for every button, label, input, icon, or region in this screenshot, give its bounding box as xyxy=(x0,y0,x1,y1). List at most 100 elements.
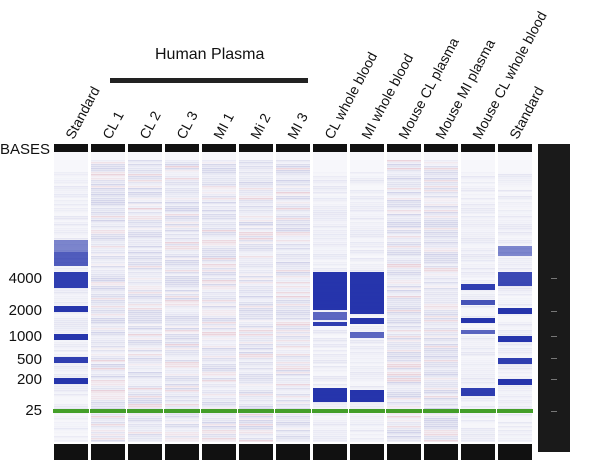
lane-smear xyxy=(461,254,495,256)
lane-smear xyxy=(54,210,88,212)
lane-smear xyxy=(313,248,347,250)
lane-smear xyxy=(424,330,458,332)
lane-smear xyxy=(91,296,125,298)
lane-smear xyxy=(128,222,162,224)
lane-smear xyxy=(202,374,236,376)
lane-smear xyxy=(128,348,162,350)
lane-smear xyxy=(91,178,125,180)
lane-smear xyxy=(461,246,495,248)
lane-band xyxy=(350,332,384,338)
lane-smear xyxy=(91,192,125,194)
lane-smear xyxy=(424,198,458,200)
lane-smear xyxy=(165,210,199,212)
lane-smear xyxy=(276,380,310,382)
lane-smear xyxy=(424,182,458,184)
lane-smear xyxy=(276,312,310,314)
lane-smear xyxy=(424,286,458,288)
lane-smear xyxy=(350,354,384,356)
lane-smear xyxy=(461,180,495,182)
lane-smear xyxy=(498,234,532,236)
lane-smear xyxy=(202,254,236,256)
lane-smear xyxy=(313,180,347,182)
lane-smear xyxy=(54,430,88,432)
marker-line-25 xyxy=(497,409,533,413)
lane-smear xyxy=(91,312,125,314)
lane-smear xyxy=(498,304,532,306)
lane-smear xyxy=(276,210,310,212)
lane-smear xyxy=(387,284,421,286)
lane-smear xyxy=(387,182,421,184)
lane-smear xyxy=(54,388,88,390)
lane-smear xyxy=(350,432,384,434)
lane-smear xyxy=(313,232,347,234)
lane-smear xyxy=(313,204,347,206)
lane-smear xyxy=(239,302,273,304)
lane-smear xyxy=(91,326,125,328)
lane-smear xyxy=(276,346,310,348)
lane-smear xyxy=(350,234,384,236)
lane-smear xyxy=(239,380,273,382)
lane-smear xyxy=(54,340,88,342)
lane-smear xyxy=(128,352,162,354)
lane-smear xyxy=(461,226,495,228)
lane-smear xyxy=(128,420,162,422)
lane-smear xyxy=(276,202,310,204)
size-marker-500: 500 xyxy=(16,351,42,368)
lane-smear xyxy=(498,346,532,348)
lane-smear xyxy=(202,416,236,418)
lane-smear xyxy=(239,252,273,254)
lane-smear xyxy=(461,312,495,314)
lane-smear xyxy=(239,438,273,440)
lane-band xyxy=(54,252,88,266)
lane-smear xyxy=(276,238,310,240)
lane-smear xyxy=(91,322,125,324)
lane-smear xyxy=(313,202,347,204)
lane-smear xyxy=(424,368,458,370)
lane-smear xyxy=(165,320,199,322)
lane-smear xyxy=(350,254,384,256)
lane-smear xyxy=(276,234,310,236)
lane-band xyxy=(54,334,88,340)
lane-smear xyxy=(461,184,495,186)
lane-smear xyxy=(313,416,347,418)
lane-smear xyxy=(165,406,199,408)
lane-smear xyxy=(461,370,495,372)
lane-smear xyxy=(498,438,532,440)
lane-smear xyxy=(387,386,421,388)
lane-smear xyxy=(54,414,88,416)
lane-smear xyxy=(239,190,273,192)
lane-footer-block xyxy=(239,444,273,460)
lane-smear xyxy=(128,310,162,312)
lane-smear xyxy=(54,288,88,290)
lane-smear xyxy=(461,316,495,318)
lane-smear xyxy=(202,286,236,288)
lane-smear xyxy=(128,234,162,236)
lane-smear xyxy=(202,320,236,322)
lane-footer-block xyxy=(424,444,458,460)
lane-smear xyxy=(128,168,162,170)
lane-smear xyxy=(387,266,421,268)
lane-background xyxy=(202,152,236,442)
lane-smear xyxy=(498,332,532,334)
lane-smear xyxy=(424,346,458,348)
lane-smear xyxy=(91,184,125,186)
lane-smear xyxy=(387,222,421,224)
lane-header-block xyxy=(313,144,347,153)
lane-smear xyxy=(91,236,125,238)
lane-smear xyxy=(54,186,88,188)
lane-smear xyxy=(128,320,162,322)
lane-smear xyxy=(165,312,199,314)
lane-smear xyxy=(276,178,310,180)
lane-smear xyxy=(387,250,421,252)
lane-smear xyxy=(54,354,88,356)
lane-smear xyxy=(91,344,125,346)
lane-smear xyxy=(424,218,458,220)
lane-smear xyxy=(276,258,310,260)
lane-smear xyxy=(165,238,199,240)
lane-smear xyxy=(128,232,162,234)
lane-smear xyxy=(387,170,421,172)
lane-smear xyxy=(239,278,273,280)
lane-smear xyxy=(276,332,310,334)
lane-smear xyxy=(165,332,199,334)
lane-smear xyxy=(128,342,162,344)
